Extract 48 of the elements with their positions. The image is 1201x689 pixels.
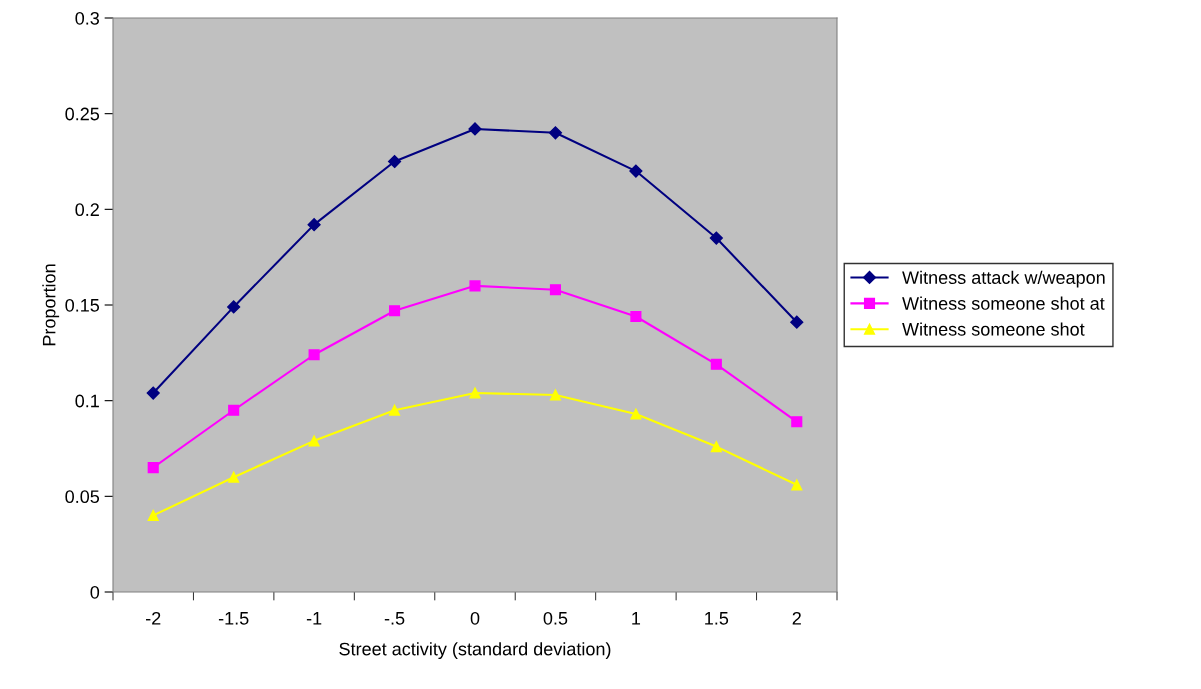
- point: [387, 154, 402, 169]
- point: [710, 358, 722, 370]
- point: [307, 218, 321, 232]
- x-tick-label: 0.5: [543, 611, 568, 625]
- x-tick-label: 2: [792, 611, 801, 625]
- point: [548, 126, 563, 140]
- point: [308, 349, 320, 361]
- x-tick-label: -2: [146, 611, 161, 625]
- y-tick-label: 0.25: [65, 107, 100, 121]
- point: [630, 408, 642, 420]
- point: [308, 435, 320, 447]
- x-tick-label: -.5: [384, 612, 405, 625]
- point: [388, 305, 401, 317]
- legend-label: Witness attack w/weapon: [902, 270, 1105, 288]
- point: [468, 122, 482, 136]
- point: [630, 310, 642, 323]
- point: [388, 404, 401, 416]
- point: [147, 462, 159, 474]
- point: [228, 404, 240, 416]
- point: [549, 389, 562, 401]
- point: [710, 441, 722, 453]
- point: [227, 300, 241, 314]
- point: [629, 164, 643, 178]
- point: [228, 471, 240, 483]
- x-tick-label: 0: [470, 611, 480, 625]
- point: [549, 284, 562, 296]
- y-axis-title: Proportion: [42, 264, 60, 346]
- point: [146, 386, 160, 400]
- x-tick-label: 1.5: [705, 612, 729, 625]
- y-tick-label: 0.1: [75, 394, 99, 408]
- y-tick-label: 0: [90, 585, 100, 599]
- y-tick-label: 0.15: [65, 298, 100, 312]
- x-tick-label: 1: [632, 612, 641, 625]
- point: [469, 387, 481, 399]
- x-tick-label: -1: [306, 612, 322, 625]
- point: [709, 231, 723, 245]
- x-axis-title: Street activity (standard deviation): [339, 642, 611, 659]
- point: [469, 280, 481, 292]
- legend-label: Witness someone shot: [902, 322, 1085, 336]
- legend-label: Witness someone shot at: [902, 296, 1105, 310]
- point: [791, 479, 803, 491]
- y-tick-label: 0.05: [65, 490, 100, 504]
- y-tick-label: 0.2: [75, 203, 99, 217]
- y-tick-label: 0.3: [75, 11, 100, 25]
- x-tick-label: -1.5: [218, 612, 249, 625]
- point: [791, 416, 803, 428]
- point: [790, 315, 804, 329]
- point: [147, 509, 159, 522]
